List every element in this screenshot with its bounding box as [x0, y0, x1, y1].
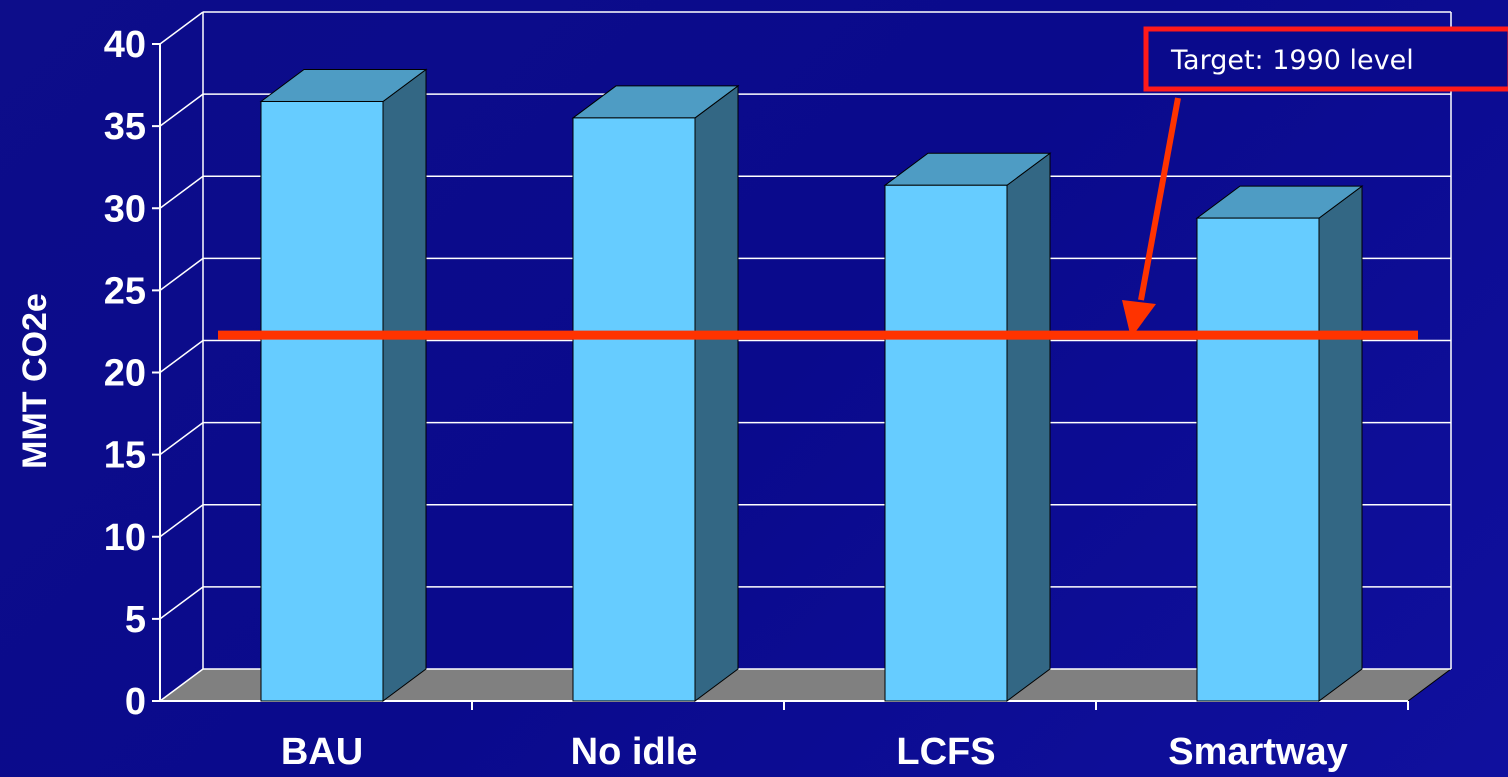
y-tick-label: 5	[125, 599, 146, 641]
wall-gridline	[159, 93, 204, 127]
target-callout: Target: 1990 level	[1143, 26, 1508, 92]
bar-side	[1006, 152, 1051, 702]
y-tick-label: 0	[125, 681, 146, 723]
y-tick-label: 25	[104, 270, 146, 312]
bar	[259, 68, 428, 702]
wall-gridline	[159, 668, 204, 702]
bar-side	[1318, 185, 1363, 702]
labels: 0 5 10 15 20 25 30 35 40 BAU No idle LCFS Smartway	[104, 24, 1348, 773]
x-tick-label: Smartway	[1168, 731, 1348, 773]
bar	[571, 84, 740, 702]
wall-gridline	[159, 339, 204, 374]
x-tick-label: LCFS	[896, 731, 995, 773]
bar-side	[382, 68, 427, 702]
target-arrow-shaft	[1138, 97, 1181, 301]
bar	[883, 152, 1052, 702]
bar	[1195, 185, 1364, 702]
bar-front	[884, 184, 1008, 702]
y-axis-title: MMT CO2e	[16, 293, 54, 469]
bar-front	[1196, 217, 1320, 702]
wall-gridline	[159, 586, 204, 620]
wall-gridline	[159, 504, 204, 538]
y-tick-label: 15	[104, 435, 146, 477]
wall-gridline	[159, 175, 204, 209]
wall-gridline	[159, 422, 204, 456]
y-tick-label: 40	[104, 24, 146, 66]
wall-gridline	[159, 11, 204, 45]
bars	[259, 68, 1364, 702]
bar-front	[572, 117, 696, 702]
y-tick-label: 20	[104, 353, 146, 395]
y-tick-label: 30	[104, 188, 146, 230]
target-line-group	[218, 97, 1418, 340]
bar-front	[260, 100, 384, 702]
target-callout-label: Target: 1990 level	[1170, 45, 1414, 76]
y-tick-label: 35	[104, 106, 146, 148]
x-tick-label: No idle	[571, 731, 698, 773]
target-arrow-head	[1122, 300, 1156, 338]
bar-side	[694, 84, 739, 702]
wall-gridline	[159, 257, 204, 291]
x-tick-label: BAU	[281, 731, 363, 773]
y-tick-label: 10	[104, 517, 146, 559]
target-callout-box	[1143, 26, 1508, 92]
